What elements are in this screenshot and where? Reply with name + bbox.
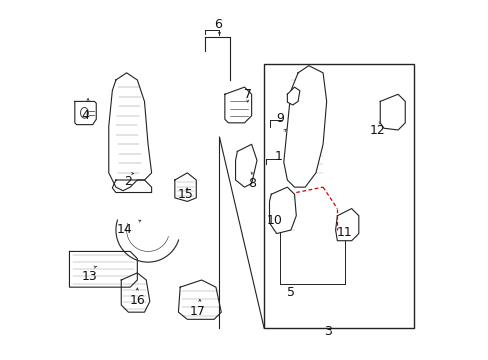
Text: 15: 15 — [177, 188, 193, 201]
Text: 6: 6 — [213, 18, 221, 31]
Polygon shape — [121, 273, 149, 312]
Text: 1: 1 — [274, 150, 282, 163]
Text: 5: 5 — [286, 286, 294, 299]
Text: 16: 16 — [129, 294, 145, 307]
Polygon shape — [269, 187, 296, 234]
Polygon shape — [175, 173, 196, 202]
Polygon shape — [224, 87, 251, 123]
Text: 7: 7 — [244, 88, 251, 101]
Polygon shape — [380, 94, 405, 130]
Text: 13: 13 — [81, 270, 97, 283]
Polygon shape — [112, 180, 151, 193]
Polygon shape — [69, 251, 137, 287]
Polygon shape — [108, 73, 151, 191]
Text: 9: 9 — [276, 112, 284, 125]
Text: 8: 8 — [247, 177, 255, 190]
Polygon shape — [283, 66, 326, 187]
Polygon shape — [116, 220, 178, 262]
Text: 17: 17 — [190, 305, 205, 318]
Text: 14: 14 — [116, 223, 132, 236]
Polygon shape — [287, 87, 299, 105]
Text: 11: 11 — [336, 226, 352, 239]
Text: 4: 4 — [81, 109, 89, 122]
Text: 12: 12 — [369, 124, 385, 137]
Text: 10: 10 — [266, 213, 282, 226]
Text: 2: 2 — [124, 175, 132, 188]
Polygon shape — [178, 280, 221, 319]
Ellipse shape — [81, 108, 88, 118]
Text: 3: 3 — [324, 325, 332, 338]
Polygon shape — [335, 208, 358, 241]
Polygon shape — [235, 144, 257, 187]
Polygon shape — [75, 102, 96, 125]
